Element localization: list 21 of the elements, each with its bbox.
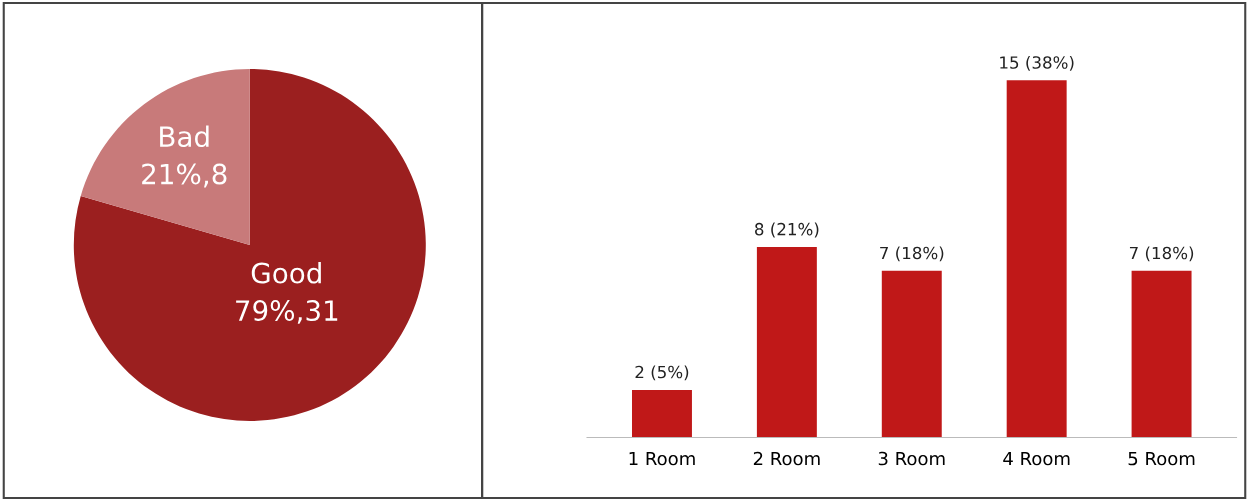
- bar: [1006, 80, 1067, 438]
- pie-slice: [80, 69, 250, 245]
- bar: [1131, 270, 1192, 438]
- bar: [881, 270, 942, 438]
- data-label: 8 (21%): [755, 222, 819, 238]
- bar: [631, 389, 692, 438]
- bar: [756, 247, 817, 438]
- pie-slice: [73, 69, 426, 421]
- x-tick-label: 4 Room: [1003, 451, 1070, 466]
- data-label: 7 (18%): [880, 246, 944, 262]
- data-label: 79%,31: [236, 300, 338, 324]
- data-label: 15 (38%): [1000, 55, 1074, 71]
- x-tick-label: 3 Room: [878, 451, 945, 466]
- x-tick-label: 2 Room: [753, 451, 820, 466]
- data-label: 2 (5%): [635, 365, 689, 381]
- x-tick-label: 1 Room: [629, 451, 695, 466]
- data-label: 7 (18%): [1129, 246, 1194, 262]
- slice-label: Bad: [160, 125, 209, 148]
- x-tick-label: 5 Room: [1128, 451, 1195, 466]
- data-label: 21%,8: [142, 163, 227, 188]
- slice-label: Good: [251, 262, 321, 284]
